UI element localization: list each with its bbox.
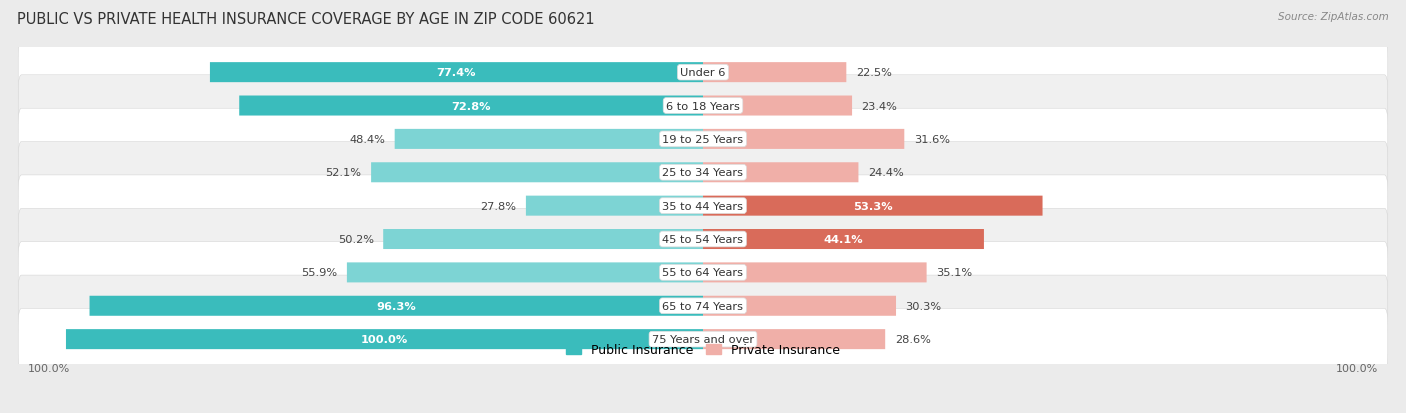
FancyBboxPatch shape	[703, 230, 984, 249]
FancyBboxPatch shape	[384, 230, 703, 249]
Text: 100.0%: 100.0%	[28, 363, 70, 373]
Text: 65 to 74 Years: 65 to 74 Years	[662, 301, 744, 311]
Text: 44.1%: 44.1%	[824, 235, 863, 244]
FancyBboxPatch shape	[90, 296, 703, 316]
FancyBboxPatch shape	[703, 163, 859, 183]
Text: 23.4%: 23.4%	[862, 101, 897, 111]
Text: 35 to 44 Years: 35 to 44 Years	[662, 201, 744, 211]
Text: 45 to 54 Years: 45 to 54 Years	[662, 235, 744, 244]
Text: 48.4%: 48.4%	[349, 135, 385, 145]
Text: 31.6%: 31.6%	[914, 135, 950, 145]
FancyBboxPatch shape	[703, 263, 927, 283]
Text: 30.3%: 30.3%	[905, 301, 942, 311]
FancyBboxPatch shape	[703, 196, 1042, 216]
Legend: Public Insurance, Private Insurance: Public Insurance, Private Insurance	[561, 338, 845, 361]
FancyBboxPatch shape	[18, 309, 1388, 370]
Text: 28.6%: 28.6%	[894, 335, 931, 344]
FancyBboxPatch shape	[703, 63, 846, 83]
Text: Source: ZipAtlas.com: Source: ZipAtlas.com	[1278, 12, 1389, 22]
FancyBboxPatch shape	[703, 329, 886, 349]
FancyBboxPatch shape	[209, 63, 703, 83]
FancyBboxPatch shape	[18, 109, 1388, 170]
Text: 22.5%: 22.5%	[856, 68, 891, 78]
FancyBboxPatch shape	[18, 142, 1388, 204]
FancyBboxPatch shape	[18, 275, 1388, 337]
FancyBboxPatch shape	[18, 43, 1388, 104]
FancyBboxPatch shape	[703, 296, 896, 316]
FancyBboxPatch shape	[18, 76, 1388, 137]
Text: Under 6: Under 6	[681, 68, 725, 78]
Text: 53.3%: 53.3%	[853, 201, 893, 211]
Text: 77.4%: 77.4%	[437, 68, 477, 78]
Text: 35.1%: 35.1%	[936, 268, 973, 278]
Text: 55.9%: 55.9%	[301, 268, 337, 278]
FancyBboxPatch shape	[18, 242, 1388, 304]
FancyBboxPatch shape	[18, 176, 1388, 237]
FancyBboxPatch shape	[703, 96, 852, 116]
Text: 52.1%: 52.1%	[326, 168, 361, 178]
Text: 25 to 34 Years: 25 to 34 Years	[662, 168, 744, 178]
Text: 100.0%: 100.0%	[361, 335, 408, 344]
FancyBboxPatch shape	[395, 130, 703, 150]
Text: 72.8%: 72.8%	[451, 101, 491, 111]
Text: 75 Years and over: 75 Years and over	[652, 335, 754, 344]
FancyBboxPatch shape	[239, 96, 703, 116]
Text: 6 to 18 Years: 6 to 18 Years	[666, 101, 740, 111]
FancyBboxPatch shape	[347, 263, 703, 283]
FancyBboxPatch shape	[703, 130, 904, 150]
FancyBboxPatch shape	[526, 196, 703, 216]
Text: 24.4%: 24.4%	[868, 168, 904, 178]
Text: 19 to 25 Years: 19 to 25 Years	[662, 135, 744, 145]
Text: 50.2%: 50.2%	[337, 235, 374, 244]
FancyBboxPatch shape	[66, 329, 703, 349]
Text: PUBLIC VS PRIVATE HEALTH INSURANCE COVERAGE BY AGE IN ZIP CODE 60621: PUBLIC VS PRIVATE HEALTH INSURANCE COVER…	[17, 12, 595, 27]
Text: 96.3%: 96.3%	[377, 301, 416, 311]
Text: 100.0%: 100.0%	[1336, 363, 1378, 373]
Text: 55 to 64 Years: 55 to 64 Years	[662, 268, 744, 278]
FancyBboxPatch shape	[18, 209, 1388, 270]
FancyBboxPatch shape	[371, 163, 703, 183]
Text: 27.8%: 27.8%	[481, 201, 516, 211]
